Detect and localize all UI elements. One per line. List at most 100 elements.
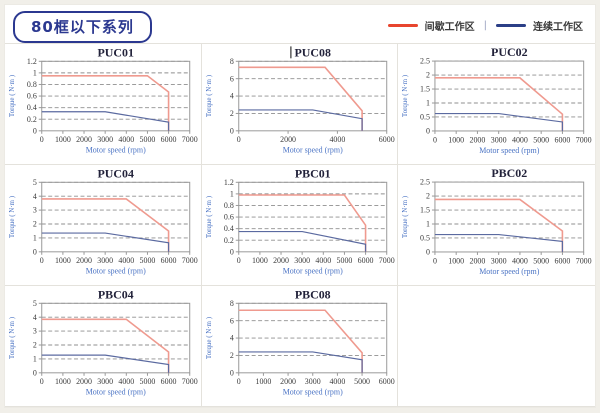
svg-text:3000: 3000 [97, 135, 113, 144]
y-axis-label: Torque ( N·m ) [401, 195, 409, 238]
svg-text:5000: 5000 [336, 256, 352, 265]
chart-cell: 0 1 2 3 4 5 0 1000 2000 3000 4000 5000 6000 7000 Motor… [5, 286, 202, 407]
empty-cell [398, 286, 595, 407]
intermittent-zone-line [435, 198, 564, 252]
svg-text:2000: 2000 [76, 377, 92, 386]
intermittent-zone-line [435, 77, 564, 131]
chart-legend: 间歇工作区 | 连续工作区 [387, 18, 583, 33]
chart-svg: 0 0.5 1 1.5 2 2.5 0 1000 2000 3000 4000 5000 6000 700… [401, 45, 592, 155]
x-axis-label: Motor speed (rpm) [480, 267, 541, 276]
chart-title: PUC04 [98, 166, 134, 180]
continuous-zone-line [238, 351, 363, 373]
intermittent-zone-line [41, 74, 170, 131]
svg-text:7000: 7000 [182, 256, 198, 265]
y-axis-label: Torque ( N·m ) [8, 317, 16, 359]
svg-text:2: 2 [229, 109, 233, 118]
svg-text:3000: 3000 [491, 256, 507, 265]
svg-text:0: 0 [426, 127, 430, 136]
continuous-zone-line [41, 111, 170, 131]
svg-text:0.2: 0.2 [27, 115, 37, 124]
svg-text:0: 0 [229, 247, 233, 256]
chart-svg: 0 1 2 3 4 5 0 1000 2000 3000 4000 5000 6000 7000 Motor… [8, 166, 198, 275]
svg-text:2.5: 2.5 [420, 178, 430, 187]
svg-text:2: 2 [33, 341, 37, 350]
y-axis-label: Torque ( N·m ) [205, 75, 213, 117]
svg-text:2000: 2000 [470, 135, 486, 144]
y-axis-label: Torque ( N·m ) [205, 317, 213, 359]
svg-text:0: 0 [236, 377, 240, 386]
legend-label-intermittent: 间歇工作区 [424, 22, 475, 33]
svg-text:1000: 1000 [55, 377, 71, 386]
svg-text:0: 0 [433, 256, 437, 265]
svg-text:0: 0 [40, 135, 44, 144]
svg-text:0.5: 0.5 [420, 234, 430, 243]
chart-cell: 0 0.5 1 1.5 2 2.5 0 1000 2000 3000 4000 5000 6000 700… [398, 44, 595, 165]
svg-text:4: 4 [229, 334, 233, 343]
svg-text:4000: 4000 [512, 135, 528, 144]
svg-text:0: 0 [236, 135, 240, 144]
svg-text:4: 4 [229, 92, 233, 101]
svg-text:5000: 5000 [140, 135, 156, 144]
svg-text:1: 1 [229, 189, 233, 198]
svg-text:5000: 5000 [534, 256, 550, 265]
svg-text:3000: 3000 [491, 135, 507, 144]
intermittent-zone-line [41, 318, 170, 373]
svg-text:1.5: 1.5 [420, 206, 430, 215]
svg-text:0: 0 [40, 256, 44, 265]
svg-text:1000: 1000 [449, 256, 465, 265]
charts-grid: 0 0.2 0.4 0.6 0.8 1 1.2 0 1000 2000 3000 4000 5000 60… [5, 43, 595, 407]
chart-title: PBC04 [98, 287, 134, 301]
svg-text:5000: 5000 [140, 377, 156, 386]
svg-text:2000: 2000 [273, 256, 289, 265]
svg-text:6000: 6000 [555, 135, 571, 144]
svg-text:1: 1 [33, 354, 37, 363]
svg-text:1: 1 [426, 220, 430, 229]
svg-text:1000: 1000 [252, 256, 268, 265]
page-title: 80框以下系列 [13, 11, 152, 43]
svg-text:5000: 5000 [534, 135, 550, 144]
y-axis-label: Torque ( N·m ) [8, 196, 16, 238]
svg-text:3: 3 [33, 206, 37, 215]
svg-text:5000: 5000 [140, 256, 156, 265]
chart-svg: 0 0.2 0.4 0.6 0.8 1 1.2 0 1000 2000 3000 4000 5000 60… [8, 45, 198, 154]
svg-text:0: 0 [236, 256, 240, 265]
svg-text:1000: 1000 [55, 256, 71, 265]
intermittent-zone-line [41, 198, 170, 252]
svg-text:6000: 6000 [161, 377, 177, 386]
intermittent-zone-line [238, 194, 367, 252]
svg-text:3000: 3000 [97, 256, 113, 265]
intermittent-zone-line [238, 66, 363, 131]
svg-text:2000: 2000 [280, 377, 296, 386]
svg-text:7000: 7000 [378, 256, 394, 265]
x-axis-label: Motor speed (rpm) [86, 388, 146, 397]
svg-text:0.5: 0.5 [420, 113, 430, 122]
svg-text:5: 5 [33, 299, 37, 308]
svg-text:1000: 1000 [55, 135, 71, 144]
svg-text:4000: 4000 [315, 256, 331, 265]
svg-text:7000: 7000 [182, 135, 198, 144]
svg-text:1000: 1000 [449, 135, 465, 144]
chart-cell: 0 0.2 0.4 0.6 0.8 1 1.2 0 1000 2000 3000 4000 5000 60… [5, 44, 202, 165]
svg-text:4000: 4000 [118, 377, 134, 386]
svg-text:2000: 2000 [76, 135, 92, 144]
svg-text:2000: 2000 [280, 135, 296, 144]
y-axis-label: Torque ( N·m ) [8, 75, 16, 117]
svg-text:2.5: 2.5 [420, 57, 430, 66]
chart-cell: 0 0.2 0.4 0.6 0.8 1 1.2 0 1000 2000 3000 4000 5000 60… [201, 165, 399, 286]
y-axis-label: Torque ( N·m ) [205, 196, 213, 238]
svg-text:2: 2 [229, 351, 233, 360]
svg-text:4: 4 [33, 313, 37, 322]
svg-text:3000: 3000 [294, 256, 310, 265]
intermittent-line-swatch [387, 24, 418, 27]
chart-title: PUC02 [491, 45, 528, 59]
svg-text:1.5: 1.5 [420, 85, 430, 94]
svg-text:4000: 4000 [512, 256, 528, 265]
svg-text:6: 6 [229, 316, 233, 325]
svg-text:0: 0 [40, 377, 44, 386]
chart-cell: 0 2 4 6 8 0 2000 4000 6000 Motor speed (rpm) Torqu… [201, 44, 399, 165]
svg-text:2000: 2000 [76, 256, 92, 265]
x-axis-label: Motor speed (rpm) [282, 388, 342, 397]
chart-title: PUC01 [98, 45, 134, 59]
svg-text:0: 0 [229, 368, 233, 377]
svg-text:0.4: 0.4 [224, 224, 234, 233]
